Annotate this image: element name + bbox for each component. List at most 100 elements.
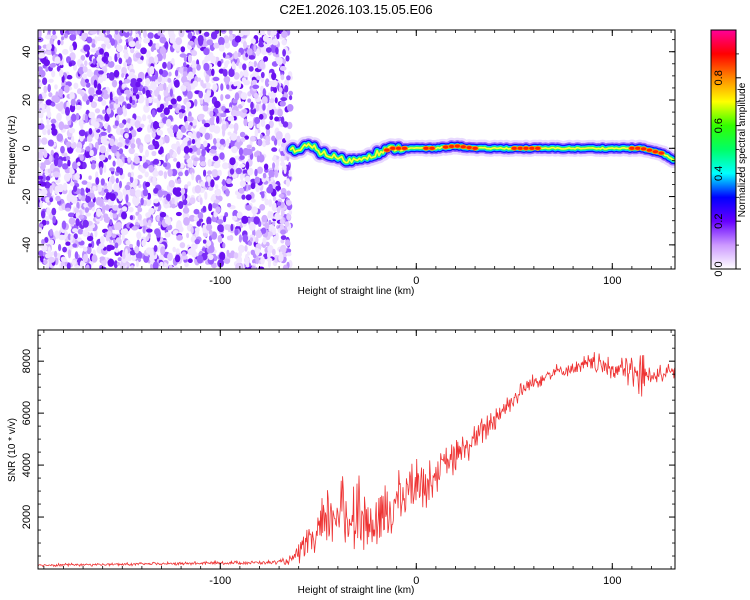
noise-speckle [192,80,198,88]
noise-speckle [195,30,200,36]
noise-speckle [216,219,224,225]
noise-speckle [61,220,67,230]
noise-speckle [217,169,222,177]
colorbar-tick-label: 0.0 [713,261,725,276]
noise-speckle [271,38,279,46]
noise-speckle [116,44,123,53]
noise-speckle [143,254,150,263]
noise-speckle [168,71,172,77]
noise-speckle [111,233,117,239]
noise-speckle [226,84,230,90]
noise-speckle [112,204,119,211]
noise-speckle [180,187,186,195]
noise-speckle [258,103,262,112]
noise-speckle [38,175,44,180]
noise-speckle [73,82,79,90]
noise-speckle [163,88,169,98]
noise-speckle [54,185,59,195]
noise-speckle [183,81,190,87]
noise-speckle [86,181,92,189]
noise-speckle [167,168,173,177]
noise-speckle [236,194,244,200]
noise-speckle [39,109,44,119]
noise-speckle [121,206,128,212]
noise-speckle [280,239,285,244]
noise-speckle [181,251,187,257]
noise-speckle [53,171,60,178]
noise-speckle [187,248,195,256]
noise-speckle [243,118,248,127]
noise-speckle [184,203,188,212]
noise-speckle [215,206,221,214]
noise-speckle [262,34,269,42]
noise-speckle [279,66,287,71]
noise-speckle [71,113,77,123]
noise-speckle [65,106,70,116]
noise-speckle [107,181,113,187]
noise-speckle [187,84,192,93]
noise-speckle [174,79,180,88]
noise-speckle [42,77,48,85]
noise-speckle [280,155,285,163]
noise-speckle [165,97,169,107]
noise-speckle [43,59,50,67]
noise-speckle [217,235,222,243]
noise-speckle [193,208,200,215]
noise-speckle [90,163,96,170]
noise-speckle [217,60,222,67]
noise-speckle [85,195,91,204]
noise-speckle [85,227,93,232]
noise-speckle [58,234,66,241]
noise-speckle [99,154,106,161]
noise-speckle [272,155,277,162]
noise-speckle [220,30,226,33]
y-tick-label: -20 [21,189,33,205]
noise-speckle [143,37,150,44]
noise-speckle [113,182,120,192]
noise-speckle [44,237,49,243]
noise-speckle [109,91,113,101]
noise-speckle [271,248,276,256]
noise-speckle [171,203,176,209]
noise-speckle [102,30,106,34]
noise-speckle [222,69,228,77]
spectrogram-signal-ridge [282,135,675,171]
noise-speckle [127,156,131,163]
noise-speckle [58,88,64,98]
noise-speckle [188,214,196,222]
noise-speckle [254,116,261,125]
noise-speckle [230,223,234,232]
noise-speckle [175,37,183,46]
noise-speckle [185,30,191,33]
spectrogram-ylabel: Frequency (Hz) [7,116,18,185]
noise-speckle [75,218,80,227]
noise-speckle [194,227,200,233]
noise-speckle [142,162,149,169]
noise-speckle [100,33,105,41]
noise-speckle [218,36,225,46]
noise-speckle [243,79,251,86]
noise-speckle [213,125,221,134]
noise-speckle [150,46,155,52]
noise-speckle [150,75,156,83]
noise-speckle [234,92,240,101]
noise-speckle [47,84,51,93]
noise-speckle [145,197,152,207]
noise-speckle [221,105,226,112]
noise-speckle [241,194,246,200]
noise-speckle [135,94,140,100]
noise-speckle [203,105,209,112]
noise-speckle [139,219,144,227]
noise-speckle [38,189,42,195]
noise-speckle [165,118,172,127]
noise-speckle [288,169,292,177]
noise-speckle [261,214,268,223]
noise-speckle [267,231,273,237]
noise-speckle [272,196,277,202]
colorbar-label: Normalized spectral amplitude [737,82,748,217]
noise-speckle [286,213,291,221]
noise-speckle [288,90,294,96]
noise-speckle [178,171,183,177]
noise-speckle [274,169,279,178]
y-tick-label: 8000 [21,349,33,373]
